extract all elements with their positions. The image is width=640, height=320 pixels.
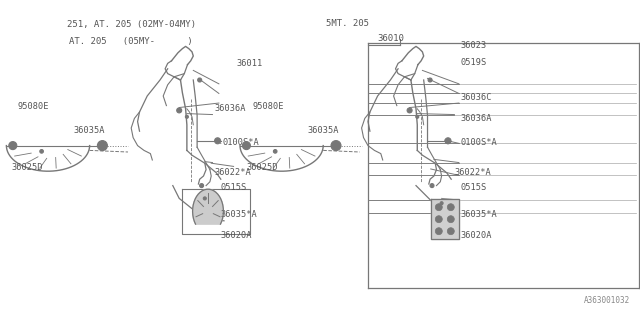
Text: 95080E: 95080E — [18, 102, 49, 111]
Circle shape — [447, 216, 454, 223]
Text: AT. 205   (05MY-      ): AT. 205 (05MY- ) — [69, 37, 193, 46]
Circle shape — [245, 145, 248, 147]
Text: 36020A: 36020A — [221, 231, 252, 240]
Text: 36022*A: 36022*A — [214, 168, 251, 177]
Circle shape — [186, 115, 188, 118]
Text: 36025D: 36025D — [246, 164, 278, 172]
Text: 36011: 36011 — [237, 60, 263, 68]
Polygon shape — [431, 199, 459, 239]
Circle shape — [216, 140, 219, 142]
Circle shape — [9, 141, 17, 149]
Circle shape — [435, 204, 442, 211]
Circle shape — [40, 149, 44, 153]
Circle shape — [416, 115, 419, 118]
Circle shape — [198, 78, 202, 82]
Circle shape — [97, 140, 108, 151]
Text: 36036C: 36036C — [461, 93, 492, 102]
Circle shape — [407, 108, 412, 113]
Circle shape — [408, 109, 411, 111]
Circle shape — [178, 109, 180, 111]
Text: 0100S*A: 0100S*A — [223, 138, 259, 147]
Text: A363001032: A363001032 — [584, 296, 630, 305]
Circle shape — [273, 149, 277, 153]
Circle shape — [435, 216, 442, 223]
Text: 5MT. 205: 5MT. 205 — [326, 20, 369, 28]
Text: 0100S*A: 0100S*A — [461, 138, 497, 147]
Text: 36036A: 36036A — [461, 114, 492, 123]
Text: 36035A: 36035A — [74, 126, 105, 135]
Circle shape — [435, 228, 442, 235]
Text: 36036A: 36036A — [214, 104, 246, 113]
Text: 36023: 36023 — [461, 41, 487, 50]
Circle shape — [428, 78, 432, 82]
Circle shape — [445, 138, 451, 144]
Text: 36035A: 36035A — [307, 126, 339, 135]
Text: 0515S: 0515S — [221, 183, 247, 192]
Circle shape — [447, 204, 454, 211]
Circle shape — [214, 138, 221, 144]
Circle shape — [440, 202, 443, 205]
Circle shape — [11, 144, 15, 148]
Circle shape — [331, 140, 341, 151]
Circle shape — [243, 141, 250, 149]
Text: 0519S: 0519S — [461, 58, 487, 67]
Circle shape — [204, 197, 206, 200]
Text: 251, AT. 205 (02MY-04MY): 251, AT. 205 (02MY-04MY) — [67, 20, 196, 28]
Text: 36025D: 36025D — [12, 164, 43, 172]
Circle shape — [447, 228, 454, 235]
Text: 0515S: 0515S — [461, 183, 487, 192]
Text: 36035*A: 36035*A — [221, 210, 257, 219]
Text: 95080E: 95080E — [253, 102, 284, 111]
Circle shape — [12, 145, 14, 147]
Text: 36022*A: 36022*A — [454, 168, 491, 177]
Circle shape — [177, 108, 182, 113]
Text: 36020A: 36020A — [461, 231, 492, 240]
Text: 36010: 36010 — [378, 34, 404, 43]
Text: 36035*A: 36035*A — [461, 210, 497, 219]
Circle shape — [200, 184, 204, 188]
Polygon shape — [193, 189, 223, 224]
Circle shape — [244, 144, 248, 148]
Circle shape — [430, 184, 434, 188]
Circle shape — [447, 140, 449, 142]
